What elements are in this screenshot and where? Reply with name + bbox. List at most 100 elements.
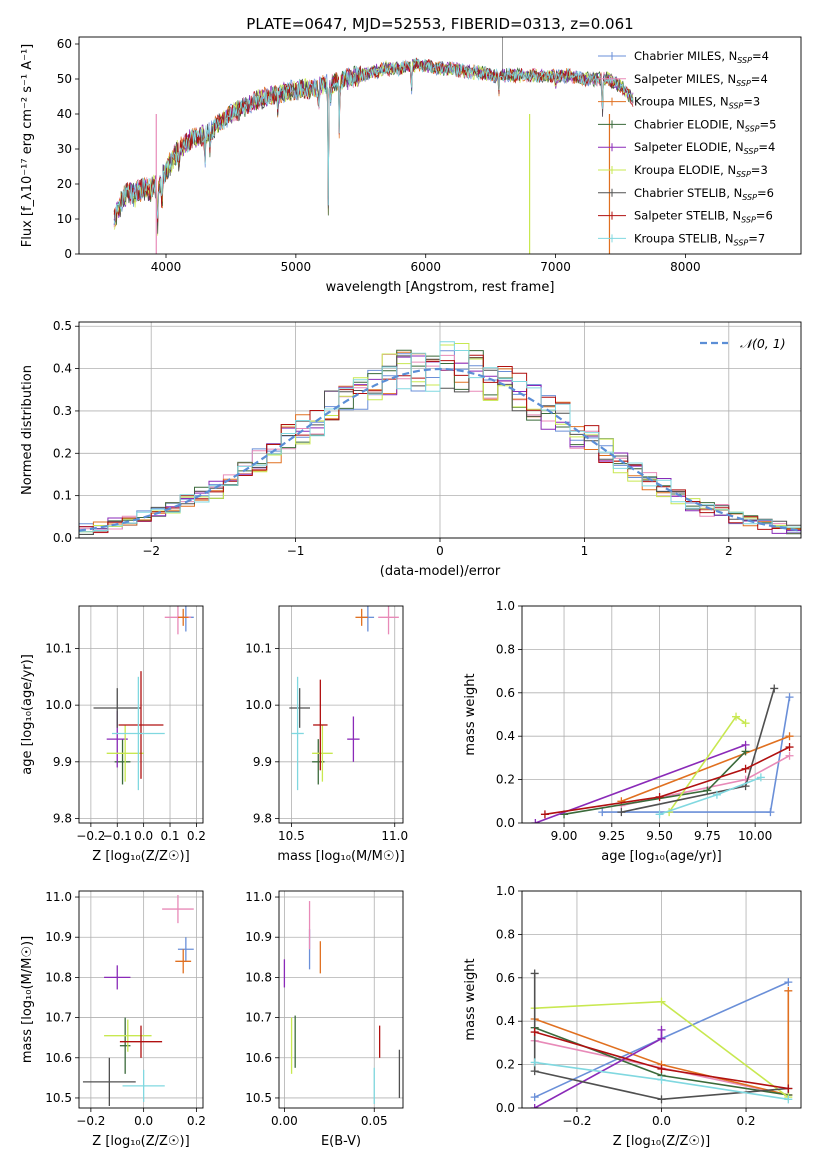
legend-entry: Chabrier STELIB, NSSP=6: [634, 186, 774, 202]
y-tick-label: 0.2: [496, 1058, 515, 1072]
spectrum-y-axis-label: Flux [f_λ10⁻¹⁷ erg cm⁻² s⁻¹ A⁻¹]: [20, 44, 35, 248]
y-tick-label: 10.9: [45, 930, 72, 944]
data-point: [177, 937, 194, 962]
legend-n-value: 6: [765, 209, 772, 223]
y-tick-label: 9.8: [53, 811, 72, 825]
legend-n-subscript: SSP: [745, 124, 760, 133]
y-tick-label: 0: [64, 247, 72, 261]
data-point: [118, 671, 164, 779]
data-point: [378, 606, 399, 635]
y-tick-label: 1.0: [496, 599, 515, 613]
age-vs-z-grid: [79, 606, 203, 823]
y-tick-label: 10.0: [245, 698, 272, 712]
residual-histogram-panel: −2 −1 0 1 2 0.0 0.1 0.2 0.3 0.4 0.5 (data-model)/er…: [20, 319, 802, 579]
y-tick-label: 11.0: [45, 890, 72, 904]
y-tick-label: 9.8: [253, 811, 272, 825]
legend-n-label: , N: [728, 140, 744, 154]
plus-marker: [617, 797, 626, 806]
y-tick-label: 0.4: [53, 362, 72, 376]
mass-vs-z-grid: [79, 891, 203, 1108]
weight-vs-z-y-axis-label: mass weight: [463, 958, 478, 1040]
legend-n-eq: =: [743, 95, 753, 109]
y-tick-label: 30: [57, 142, 72, 156]
legend-n-eq: =: [748, 231, 758, 245]
plus-marker: [657, 1064, 666, 1073]
y-tick-label: 0.2: [53, 446, 72, 460]
weight-series-line: [621, 735, 790, 803]
x-tick-label: 0.05: [361, 1114, 388, 1128]
data-point: [93, 688, 141, 728]
axes-frame: [278, 890, 404, 1109]
data-point: [82, 1057, 136, 1106]
y-tick-label: 11.0: [245, 890, 272, 904]
legend-n-eq: =: [756, 209, 766, 223]
y-tick-label: 50: [57, 72, 72, 86]
weight-vs-age-grid: [522, 605, 801, 824]
plus-marker: [785, 751, 794, 760]
plus-marker: [540, 810, 549, 819]
y-tick-label: 0.3: [53, 404, 72, 418]
legend-n-value: 5: [769, 117, 776, 131]
data-point: [355, 608, 368, 626]
plus-marker: [617, 808, 626, 817]
weight-series-line: [533, 973, 789, 1101]
data-point: [313, 679, 328, 771]
weight-series-line: [544, 746, 790, 816]
legend-entry: Chabrier ELODIE, NSSP=5: [634, 117, 776, 133]
legend-n-eq: =: [751, 72, 761, 86]
legend-n-label: , N: [720, 72, 736, 86]
age-vs-mass-plot-area: [289, 606, 399, 791]
legend-n-value: 4: [760, 72, 767, 86]
plus-marker: [766, 808, 775, 817]
plus-marker: [785, 743, 794, 752]
plus-marker: [703, 786, 712, 795]
gaussian-curve: [79, 367, 801, 532]
age-vs-mass-panel: 10.5 11.0 9.8 9.9 10.0 10.1 mass [log₁₀(M/M☉)]: [245, 605, 408, 864]
axes-frame: [78, 890, 204, 1109]
histogram-series: [79, 341, 801, 538]
x-tick-label: 9.75: [694, 829, 721, 843]
plus-marker: [531, 819, 540, 823]
y-tick-label: 10.8: [245, 970, 272, 984]
plus-marker: [770, 684, 779, 693]
y-tick-label: 10.5: [45, 1091, 72, 1105]
legend-n-label: , N: [721, 49, 737, 63]
mass-vs-ebv-plot-area: [283, 901, 401, 1104]
weight-vs-z-plot-area: [530, 969, 793, 1108]
legend-n-subscript: SSP: [729, 102, 744, 111]
plus-marker: [530, 969, 539, 978]
axes-frame: [521, 890, 802, 1109]
y-tick-label: 20: [57, 177, 72, 191]
plus-marker: [784, 1084, 793, 1093]
plus-marker: [657, 1095, 666, 1104]
legend-label: Salpeter STELIB: [634, 209, 725, 223]
plus-marker: [530, 1093, 539, 1102]
age-vs-z-plot-area: [93, 606, 194, 791]
legend-label: Kroupa MILES: [634, 95, 713, 109]
age-vs-mass-grid: [279, 606, 403, 823]
y-tick-label: 9.9: [53, 755, 72, 769]
weight-vs-age-panel: 9.00 9.25 9.50 9.75 10.00 0.0 0.2 0.4 0.6 0.8 1.0 a…: [463, 599, 802, 864]
y-tick-label: 9.9: [253, 755, 272, 769]
legend-n-subscript: SSP: [742, 193, 757, 202]
legend-label: Kroupa STELIB: [634, 231, 718, 245]
y-tick-label: 0.4: [496, 729, 515, 743]
y-tick-label: 0.0: [496, 1101, 515, 1115]
legend-label: Salpeter MILES: [634, 72, 720, 86]
legend-entry: Kroupa STELIB, NSSP=7: [634, 231, 765, 247]
x-tick-label: 0.2: [187, 1114, 206, 1128]
x-tick-label: 0.2: [736, 1114, 755, 1128]
plus-marker: [655, 810, 664, 819]
y-tick-label: 40: [57, 107, 72, 121]
data-point: [106, 724, 144, 782]
legend-label: Salpeter ELODIE: [634, 140, 728, 154]
axes-frame: [78, 321, 802, 539]
x-tick-label: 0.0: [134, 829, 153, 843]
data-point: [177, 608, 189, 626]
legend-n-eq: =: [760, 117, 770, 131]
y-tick-label: 10.6: [45, 1051, 72, 1065]
mass-vs-ebv-x-axis-label: E(B-V): [321, 1134, 361, 1149]
x-tick-label: −0.2: [76, 829, 105, 843]
